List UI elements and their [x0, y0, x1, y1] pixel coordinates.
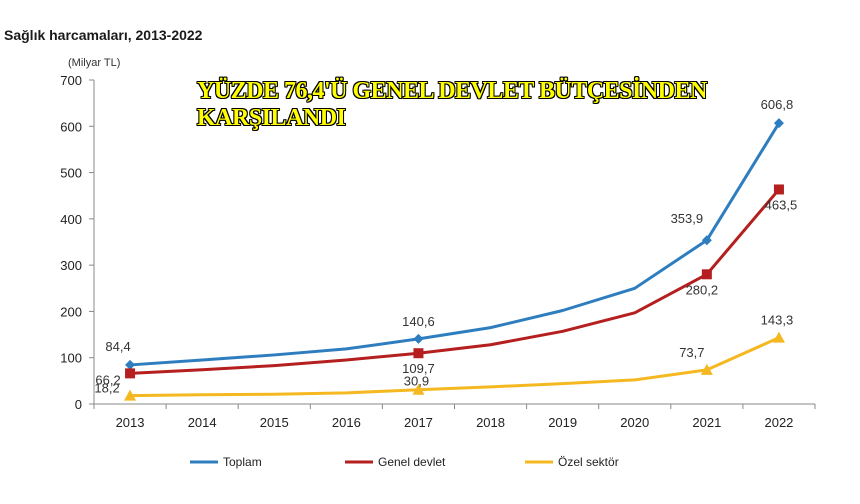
data-label-toplam: 140,6 — [402, 314, 435, 329]
x-tick-label: 2015 — [260, 415, 289, 430]
data-label-genel-devlet: 280,2 — [686, 282, 719, 297]
data-point-genel-devlet — [413, 348, 424, 359]
data-point-toplam — [773, 118, 784, 129]
headline-overlay: YÜZDE 76,4'Ü GENEL DEVLET BÜTÇESİNDEN KA… — [197, 78, 757, 132]
data-label--zel-sekt-r: 30,9 — [404, 374, 429, 389]
y-tick-label: 700 — [60, 73, 82, 88]
y-tick-label: 500 — [60, 166, 82, 181]
series-line-genel-devlet — [129, 188, 781, 375]
x-tick-label: 2019 — [548, 415, 577, 430]
data-point--zel-sekt-r — [412, 383, 425, 395]
headline-line-1: YÜZDE 76,4'Ü GENEL DEVLET BÜTÇESİNDEN — [197, 78, 707, 104]
data-label--zel-sekt-r: 73,7 — [679, 345, 704, 360]
legend: Toplam Genel devlet Özel sektör — [190, 455, 619, 469]
data-point--zel-sekt-r — [772, 331, 785, 343]
data-labels: 84,4 140,6 353,9 606,8 66,2 109,7 280,2 463,5 18… — [94, 97, 797, 395]
data-point-genel-devlet — [701, 269, 712, 280]
x-tick-label: 2022 — [764, 415, 793, 430]
x-tick-label: 2016 — [332, 415, 361, 430]
chart-title: Sağlık harcamaları, 2013-2022 — [4, 27, 203, 43]
legend-label--zel-sekt-r: Özel sektör — [558, 455, 619, 469]
data-point-genel-devlet — [773, 184, 784, 195]
y-tick-label: 600 — [60, 119, 82, 134]
y-tick-label: 400 — [60, 212, 82, 227]
x-tick-label: 2018 — [476, 415, 505, 430]
data-label-toplam: 84,4 — [105, 339, 130, 354]
data-label-genel-devlet: 463,5 — [765, 197, 798, 212]
y-tick-label: 200 — [60, 304, 82, 319]
y-tick-label: 0 — [75, 397, 82, 412]
data-label-genel-devlet: 66,2 — [95, 372, 120, 387]
data-point-toplam — [701, 235, 712, 246]
data-label--zel-sekt-r: 18,2 — [94, 381, 119, 396]
data-label-genel-devlet: 109,7 — [402, 361, 435, 376]
y-tick-label: 100 — [60, 351, 82, 366]
x-tick-label: 2017 — [404, 415, 433, 430]
data-point-toplam — [125, 359, 136, 370]
data-point-toplam — [413, 333, 424, 344]
x-tick-label: 2020 — [620, 415, 649, 430]
data-point--zel-sekt-r — [700, 363, 713, 375]
data-label-toplam: 353,9 — [671, 211, 704, 226]
axes: 0 100 200 300 400 500 600 700 2013 2014 2015 2016 20… — [60, 73, 816, 430]
headline-line-2: KARŞILANDI — [197, 105, 346, 131]
data-label-toplam: 606,8 — [761, 97, 794, 112]
data-point--zel-sekt-r — [124, 389, 137, 401]
series-line-toplam — [129, 122, 781, 367]
legend-label-genel-devlet: Genel devlet — [378, 455, 446, 469]
data-point-genel-devlet — [125, 368, 136, 379]
data-label--zel-sekt-r: 143,3 — [761, 313, 794, 328]
series-line--zel-sekt-r — [130, 336, 780, 398]
x-tick-label: 2013 — [116, 415, 145, 430]
y-axis-label: (Milyar TL) — [68, 57, 120, 69]
x-tick-label: 2014 — [188, 415, 217, 430]
y-tick-label: 300 — [60, 258, 82, 273]
x-tick-label: 2021 — [692, 415, 721, 430]
legend-label-toplam: Toplam — [223, 455, 262, 469]
series-layer — [124, 118, 785, 401]
